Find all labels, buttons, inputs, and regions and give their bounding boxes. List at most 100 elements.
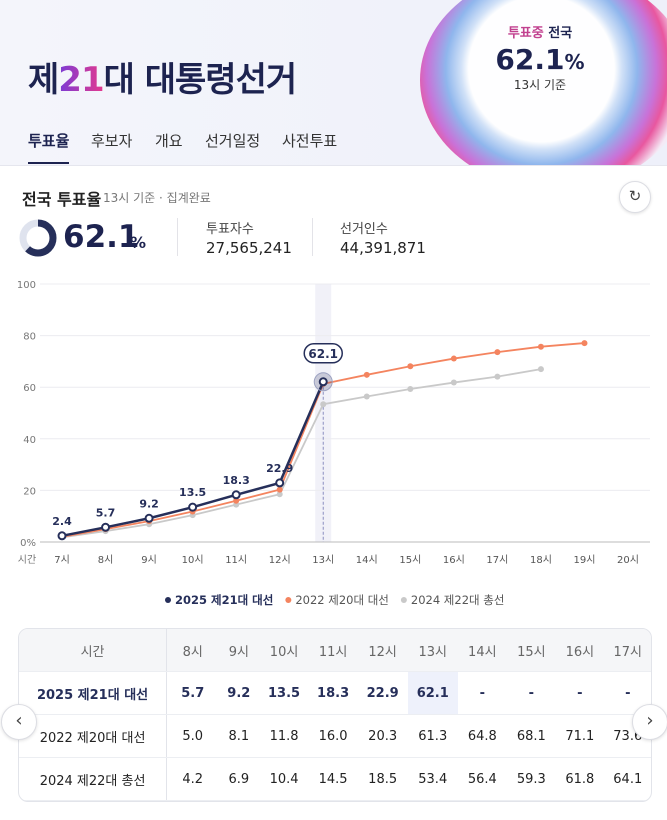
table-cell: 68.1	[507, 714, 556, 758]
title-suffix: 대 대통령선거	[103, 60, 298, 100]
point	[275, 478, 285, 488]
callout-box	[303, 343, 343, 364]
rate-value: 62.1	[63, 219, 140, 255]
header-cell: 15시	[507, 629, 556, 672]
point	[318, 377, 328, 387]
legend-label: 2025 제21대 대선	[175, 593, 273, 607]
badge-status: 투표중	[507, 26, 544, 41]
legend-dot	[165, 597, 171, 603]
x-tick-label: 19시	[574, 554, 596, 566]
tab[interactable]: 개요	[155, 132, 183, 150]
table-cell: 61.8	[555, 757, 605, 801]
header-cell: 13시	[407, 629, 458, 672]
electorate-label: 선거인수	[340, 222, 388, 237]
data-label: 62.1	[308, 347, 338, 361]
line-chart: 0% 20 40 60 80 100 시간 7시 8시 9시 10시 11시 12시 13시 14시 15시 1…	[17, 280, 650, 607]
table-cell: 56.4	[457, 757, 508, 801]
point	[276, 486, 283, 493]
table-cell: 62.1	[407, 671, 458, 715]
table-cell: 18.3	[308, 671, 358, 715]
section-meta: 13시 기준 · 집계완료	[103, 191, 211, 205]
table-cell: 2022 제20대 대선	[19, 714, 168, 758]
title-number: 21	[58, 60, 104, 100]
x-axis-label: 시간	[18, 554, 36, 566]
point	[188, 502, 198, 512]
x-tick-label: 10시	[182, 554, 204, 566]
table-cell: 22.9	[357, 671, 408, 715]
table-cell: 6.9	[218, 757, 260, 801]
table-cell: -	[457, 671, 508, 715]
header-art	[420, 0, 667, 165]
header-cell: 16시	[555, 629, 605, 672]
table-cell: 18.5	[357, 757, 408, 801]
table-cell: 61.3	[407, 714, 458, 758]
x-tick-label: 7시	[54, 554, 70, 566]
divider	[312, 218, 313, 256]
next-button[interactable]: ›	[632, 704, 667, 740]
voters-label: 투표자수	[206, 222, 254, 237]
rate-donut	[19, 219, 57, 257]
point	[581, 340, 588, 347]
table-cell: 14.5	[308, 757, 358, 801]
x-tick-label: 8시	[98, 554, 114, 566]
header-cell: 12시	[357, 629, 408, 672]
divider	[177, 218, 178, 256]
tab[interactable]: 후보자	[91, 132, 133, 150]
table-cell: 9.2	[218, 671, 260, 715]
table-cell: 20.3	[357, 714, 408, 758]
refresh-button[interactable]: ↻	[619, 181, 651, 213]
table-cell: 10.4	[259, 757, 309, 801]
point	[363, 371, 370, 378]
table-row: 2022 제20대 대선 5.0 8.1 11.8 16.0 20.3 61.3 64.8 68…	[19, 714, 651, 758]
table-cell: 13.5	[259, 671, 309, 715]
point	[537, 343, 544, 350]
x-tick-label: 12시	[269, 554, 291, 566]
table-row: 2024 제22대 총선 4.2 6.9 10.4 14.5 18.5 53.4 56.4 59…	[19, 757, 652, 801]
page-title: 제21대 대통령선거	[28, 52, 298, 101]
rate-unit: %	[130, 233, 147, 252]
table-cell: -	[555, 671, 605, 715]
electorate-value: 44,391,871	[340, 239, 426, 257]
table-cell: 2024 제22대 총선	[19, 757, 168, 801]
y-tick-label: 100	[17, 280, 36, 291]
tab[interactable]: 선거일정	[205, 132, 261, 150]
x-tick-label: 16시	[443, 554, 465, 566]
tab[interactable]: 투표율	[28, 130, 70, 164]
header-cell: 시간	[19, 629, 168, 672]
data-label: 13.5	[179, 486, 206, 499]
point	[144, 513, 154, 523]
table-cell: 67.0	[651, 758, 652, 801]
y-tick-label: 80	[23, 332, 36, 343]
point	[320, 401, 327, 408]
table-cell: -	[507, 671, 556, 715]
prev-button[interactable]: ‹	[1, 704, 37, 740]
title-prefix: 제	[28, 60, 59, 100]
table-cell: 8.1	[218, 714, 260, 758]
legend-label: 2024 제22대 총선	[411, 593, 505, 607]
y-tick-label: 60	[23, 383, 36, 394]
table-cell: 5.0	[166, 714, 219, 758]
data-label: 18.3	[223, 474, 250, 487]
table-cell: 16.0	[308, 714, 358, 758]
point	[57, 531, 67, 541]
point	[450, 355, 457, 362]
table-cell: 59.3	[507, 757, 556, 801]
badge-time: 13시 기준	[513, 78, 567, 92]
x-tick-label: 13시	[312, 554, 334, 566]
header-cell: 10시	[259, 629, 309, 672]
point	[231, 490, 241, 500]
table-cell: 11.8	[259, 714, 309, 758]
point	[101, 522, 111, 532]
x-tick-label: 11시	[225, 554, 247, 566]
tab[interactable]: 사전투표	[282, 132, 338, 150]
table-cell: 2025 제21대 대선	[19, 671, 168, 715]
header-cell: 9시	[218, 629, 260, 672]
y-tick-label: 40	[23, 435, 36, 446]
voters-value: 27,565,241	[206, 239, 292, 257]
table-cell: 53.4	[407, 757, 458, 801]
point	[407, 386, 414, 393]
table-cell: 5.7	[166, 671, 219, 715]
table-cell: 4.2	[166, 757, 219, 801]
y-tick-label: 20	[23, 486, 36, 497]
